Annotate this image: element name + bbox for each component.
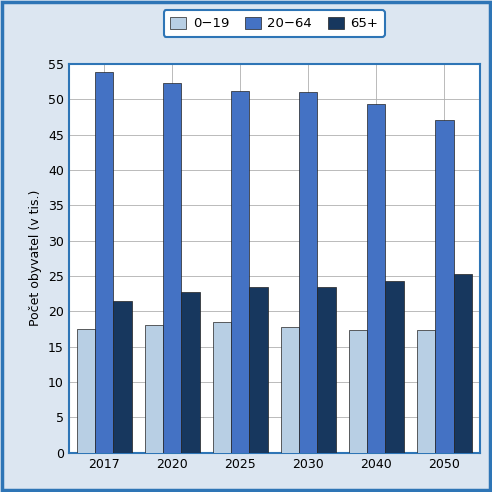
Bar <box>349 331 367 453</box>
Bar <box>77 329 95 453</box>
Bar <box>386 281 404 453</box>
Bar <box>163 83 182 453</box>
Y-axis label: Počet obyvatel (v tis.): Počet obyvatel (v tis.) <box>30 190 42 327</box>
Bar <box>249 286 268 453</box>
Bar <box>182 292 200 453</box>
Bar <box>367 104 386 453</box>
Bar <box>317 286 336 453</box>
Bar <box>299 92 317 453</box>
Bar <box>281 327 299 453</box>
Bar <box>95 72 114 453</box>
Bar <box>417 331 435 453</box>
Bar <box>435 121 454 453</box>
Bar <box>114 301 132 453</box>
Bar <box>231 91 249 453</box>
Bar <box>213 322 231 453</box>
Bar <box>454 274 472 453</box>
Legend: 0−19, 20−64, 65+: 0−19, 20−64, 65+ <box>164 10 385 37</box>
Bar <box>145 325 163 453</box>
